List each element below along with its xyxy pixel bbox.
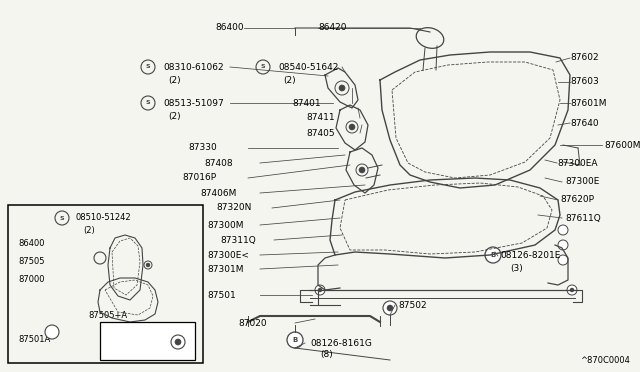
Text: (8): (8) xyxy=(320,350,333,359)
Text: 87600M: 87600M xyxy=(604,141,640,150)
Text: 87603: 87603 xyxy=(570,77,599,87)
Circle shape xyxy=(570,288,574,292)
Text: (3): (3) xyxy=(510,263,523,273)
Text: 87640: 87640 xyxy=(570,119,598,128)
Text: 87501: 87501 xyxy=(207,291,236,299)
Text: 87501A: 87501A xyxy=(18,336,51,344)
Text: 87000: 87000 xyxy=(18,276,45,285)
Circle shape xyxy=(567,285,577,295)
Text: 08126-8201E: 08126-8201E xyxy=(500,251,561,260)
Circle shape xyxy=(558,225,568,235)
Text: 08310-61062: 08310-61062 xyxy=(163,62,223,71)
Text: 87602: 87602 xyxy=(570,54,598,62)
Text: 87330: 87330 xyxy=(188,144,217,153)
Text: 87505: 87505 xyxy=(18,257,45,266)
Circle shape xyxy=(349,124,355,130)
Circle shape xyxy=(387,305,393,311)
Circle shape xyxy=(318,288,322,292)
Text: 86400: 86400 xyxy=(216,23,244,32)
Text: ^870C0004: ^870C0004 xyxy=(580,356,630,365)
Bar xyxy=(8,205,203,363)
Text: 87300E<: 87300E< xyxy=(207,250,249,260)
Text: S: S xyxy=(146,100,150,106)
Text: 87405: 87405 xyxy=(306,128,335,138)
Circle shape xyxy=(359,167,365,173)
Text: 86400: 86400 xyxy=(18,240,45,248)
Circle shape xyxy=(175,339,181,345)
Text: 08126-8161G: 08126-8161G xyxy=(310,339,372,347)
Text: 87408: 87408 xyxy=(204,158,232,167)
Circle shape xyxy=(171,335,185,349)
Text: (2): (2) xyxy=(168,112,180,121)
Circle shape xyxy=(558,240,568,250)
Circle shape xyxy=(339,85,345,91)
Text: (2): (2) xyxy=(283,76,296,84)
Text: 87301M: 87301M xyxy=(207,264,243,273)
Text: 87601M: 87601M xyxy=(570,99,607,108)
Text: 87406M: 87406M xyxy=(200,189,236,198)
Text: (2): (2) xyxy=(168,76,180,84)
Text: 87401: 87401 xyxy=(292,99,321,108)
Circle shape xyxy=(287,332,303,348)
Text: S: S xyxy=(260,64,266,70)
Circle shape xyxy=(45,325,59,339)
Text: 87411: 87411 xyxy=(306,113,335,122)
Circle shape xyxy=(146,263,150,267)
Text: B: B xyxy=(292,337,298,343)
Text: 86420: 86420 xyxy=(318,23,346,32)
Text: 87300EA: 87300EA xyxy=(557,158,598,167)
Circle shape xyxy=(485,247,501,263)
Text: 87320N: 87320N xyxy=(216,203,252,212)
Circle shape xyxy=(315,285,325,295)
Text: B: B xyxy=(490,252,495,258)
Text: 87300E: 87300E xyxy=(565,177,600,186)
Text: 87611Q: 87611Q xyxy=(565,214,601,222)
Text: 87620P: 87620P xyxy=(560,196,594,205)
Text: 87016P: 87016P xyxy=(182,173,216,183)
Circle shape xyxy=(383,301,397,315)
Text: 87020: 87020 xyxy=(238,318,267,327)
Text: S: S xyxy=(146,64,150,70)
Bar xyxy=(100,322,195,360)
Text: 87311Q: 87311Q xyxy=(220,235,256,244)
Text: 87502: 87502 xyxy=(398,301,427,310)
Text: (2): (2) xyxy=(83,225,95,234)
Text: USA: USA xyxy=(108,328,129,338)
Text: 08513-51097: 08513-51097 xyxy=(163,99,224,108)
Circle shape xyxy=(558,255,568,265)
Text: 87505+A: 87505+A xyxy=(88,311,127,320)
Text: 08540-51642: 08540-51642 xyxy=(278,62,339,71)
Text: 24346TA: 24346TA xyxy=(108,346,147,355)
Text: 08510-51242: 08510-51242 xyxy=(76,214,132,222)
Text: 87300M: 87300M xyxy=(207,221,243,230)
Text: S: S xyxy=(60,215,64,221)
